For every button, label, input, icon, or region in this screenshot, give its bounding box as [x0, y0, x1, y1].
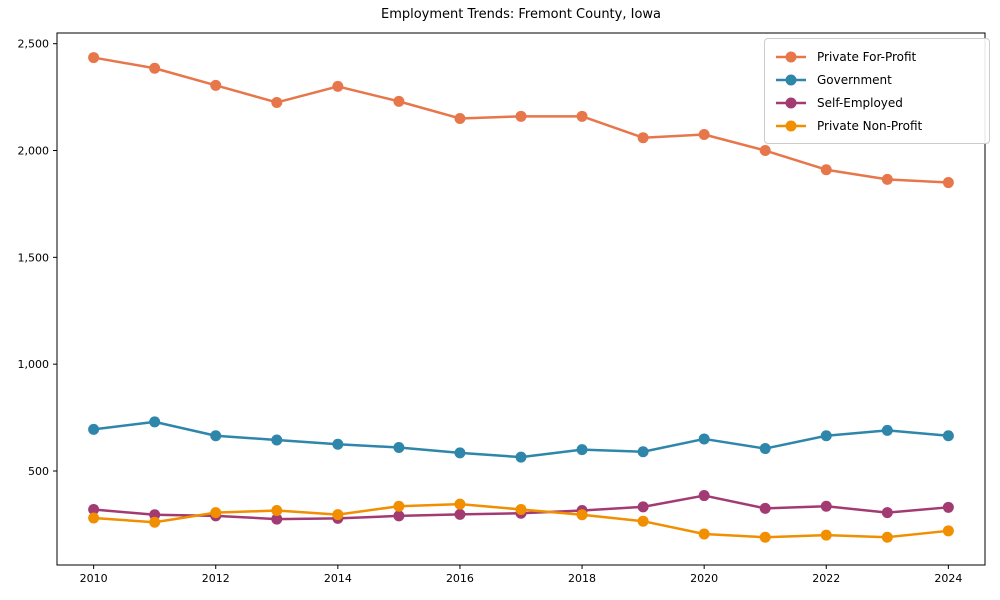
- legend-label: Private Non-Profit: [817, 118, 923, 133]
- data-point-self-employed-2015: [393, 510, 405, 522]
- data-point-government-2021: [759, 443, 771, 455]
- data-point-government-2016: [454, 447, 466, 459]
- legend-item-self-employed: Self-Employed: [775, 91, 979, 114]
- data-point-self-employed-2010: [88, 503, 100, 515]
- data-point-private-non-profit-2023: [881, 531, 893, 543]
- legend-item-private-for-profit: Private For-Profit: [775, 45, 979, 68]
- data-point-private-for-profit-2023: [881, 173, 893, 185]
- series-government: [88, 416, 954, 463]
- legend-marker-dot: [785, 120, 797, 131]
- data-point-private-non-profit-2024: [942, 525, 954, 537]
- legend: Private For-Profit Government Self-Employe…: [764, 38, 990, 144]
- data-point-government-2017: [515, 451, 527, 463]
- legend-item-government: Government: [775, 68, 979, 91]
- x-tick-label: 2012: [202, 572, 230, 585]
- x-tick-label: 2016: [446, 572, 474, 585]
- data-point-self-employed-2024: [942, 501, 954, 513]
- data-point-private-non-profit-2016: [454, 498, 466, 510]
- data-point-private-for-profit-2014: [332, 80, 344, 92]
- legend-marker-dot: [785, 51, 797, 62]
- data-point-private-for-profit-2016: [454, 112, 466, 124]
- y-tick-label: 2,500: [18, 38, 50, 51]
- data-point-private-for-profit-2020: [698, 128, 710, 140]
- x-tick-label: 2018: [568, 572, 596, 585]
- legend-marker-icon: [776, 120, 806, 131]
- data-point-private-for-profit-2019: [637, 132, 649, 144]
- data-point-private-non-profit-2015: [393, 500, 405, 512]
- series-private-for-profit: [88, 52, 954, 189]
- data-point-government-2012: [210, 430, 222, 442]
- data-point-private-non-profit-2021: [759, 531, 771, 543]
- data-point-government-2013: [271, 434, 283, 446]
- data-point-private-for-profit-2022: [820, 164, 832, 176]
- x-tick-label: 2022: [812, 572, 840, 585]
- y-tick-label: 2,000: [18, 145, 50, 158]
- data-point-private-for-profit-2017: [515, 110, 527, 122]
- data-point-private-for-profit-2015: [393, 95, 405, 107]
- data-point-government-2022: [820, 430, 832, 442]
- data-point-government-2010: [88, 423, 100, 435]
- legend-marker-icon: [776, 74, 806, 85]
- data-point-government-2019: [637, 446, 649, 458]
- x-tick-label: 2020: [690, 572, 718, 585]
- data-point-self-employed-2016: [454, 508, 466, 520]
- legend-label: Private For-Profit: [817, 49, 917, 64]
- data-point-government-2018: [576, 444, 588, 456]
- data-point-private-non-profit-2010: [88, 512, 100, 524]
- data-point-private-for-profit-2021: [759, 145, 771, 157]
- data-point-government-2015: [393, 441, 405, 453]
- data-point-government-2011: [149, 416, 161, 428]
- data-point-private-non-profit-2022: [820, 529, 832, 541]
- data-point-self-employed-2022: [820, 500, 832, 512]
- data-point-government-2020: [698, 433, 710, 445]
- data-point-government-2023: [881, 424, 893, 436]
- data-point-government-2014: [332, 438, 344, 450]
- data-point-self-employed-2020: [698, 490, 710, 502]
- x-axis: 2010 2012 2014 2016 2018 2020 2022 2024: [80, 565, 962, 585]
- plot-frame: [56, 32, 986, 566]
- x-tick-label: 2014: [324, 572, 352, 585]
- legend-item-private-non-profit: Private Non-Profit: [775, 114, 979, 137]
- data-point-private-for-profit-2024: [942, 177, 954, 189]
- data-point-private-non-profit-2011: [149, 516, 161, 528]
- x-tick-label: 2024: [934, 572, 962, 585]
- data-point-private-non-profit-2013: [271, 505, 283, 517]
- legend-marker-dot: [785, 97, 797, 108]
- y-axis: 500 1,000 1,500 2,000 2,500: [18, 38, 57, 478]
- data-point-private-non-profit-2020: [698, 528, 710, 540]
- y-tick-label: 1,000: [18, 358, 50, 371]
- series-private-non-profit: [88, 498, 954, 543]
- data-point-self-employed-2013: [271, 513, 283, 525]
- legend-marker-dot: [785, 74, 797, 85]
- legend-label: Self-Employed: [817, 95, 903, 110]
- x-tick-label: 2010: [80, 572, 108, 585]
- legend-marker-icon: [776, 51, 806, 62]
- data-point-self-employed-2023: [881, 507, 893, 519]
- data-point-private-non-profit-2014: [332, 509, 344, 521]
- data-point-private-non-profit-2012: [210, 507, 222, 519]
- data-point-private-for-profit-2013: [271, 96, 283, 108]
- data-point-private-for-profit-2012: [210, 79, 222, 91]
- chart-title: Employment Trends: Fremont County, Iowa: [380, 7, 662, 22]
- data-point-private-non-profit-2019: [637, 515, 649, 527]
- legend-marker-icon: [776, 97, 806, 108]
- data-point-private-non-profit-2018: [576, 509, 588, 521]
- data-point-self-employed-2019: [637, 501, 649, 513]
- legend-label: Government: [817, 72, 892, 87]
- data-point-self-employed-2021: [759, 502, 771, 514]
- y-tick-label: 500: [28, 465, 49, 478]
- data-point-private-for-profit-2010: [88, 52, 100, 64]
- data-point-government-2024: [942, 430, 954, 442]
- data-point-private-for-profit-2011: [149, 62, 161, 74]
- data-point-private-non-profit-2017: [515, 503, 527, 515]
- data-point-private-for-profit-2018: [576, 110, 588, 122]
- y-tick-label: 1,500: [18, 251, 50, 264]
